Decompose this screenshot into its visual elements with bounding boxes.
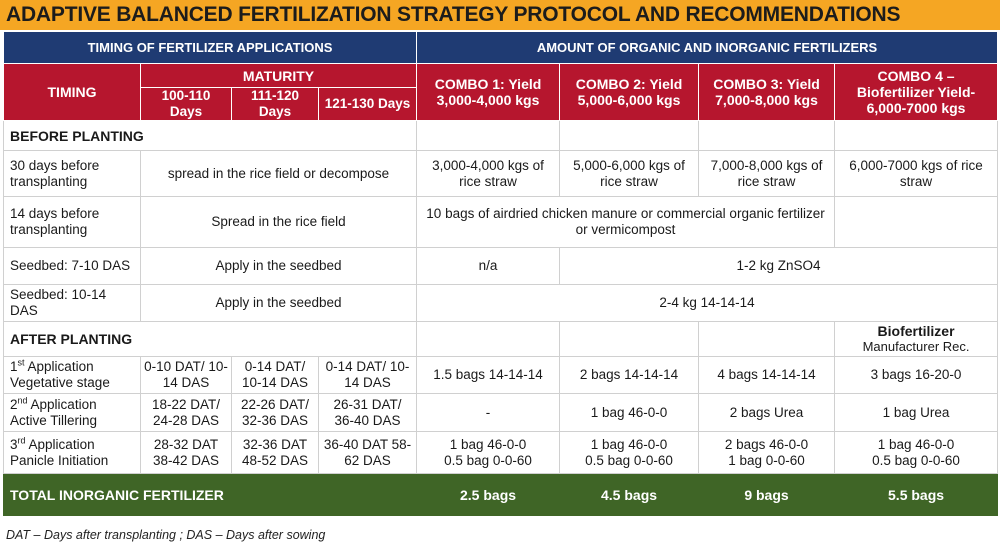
total-row: TOTAL INORGANIC FERTILIZER 2.5 bags 4.5 … [2, 473, 999, 516]
combo-2-header: COMBO 2: Yield 5,000-6,000 kgs [559, 63, 700, 121]
combo-3-cell: 7,000-8,000 kgs of rice straw [698, 150, 836, 197]
table-row: Seedbed: 10-14 DAS Apply in the seedbed … [3, 284, 999, 322]
maturity-col-1: 100-110 Days [140, 87, 232, 121]
maturity-cell: 0-14 DAT/ 10-14 DAS [231, 356, 319, 394]
combo-4-cell: 3 bags 16-20-0 [834, 356, 999, 394]
method-cell: Apply in the seedbed [139, 247, 418, 285]
header-row-2: 100-110 Days 111-120 Days 121-130 Days [4, 87, 998, 121]
application-label: 2nd Application Active Tillering [3, 393, 141, 432]
total-combo-4: 5.5 bags [834, 473, 999, 516]
combo-1-cell: 1 bag 46-0-0 0.5 bag 0-0-60 [416, 431, 561, 474]
table-row: 30 days before transplanting spread in t… [3, 150, 999, 197]
combo-3-cell: 4 bags 14-14-14 [698, 356, 836, 394]
maturity-cell: 0-10 DAT/ 10-14 DAS [140, 356, 232, 394]
combo-4-header: COMBO 4 – Biofertilizer Yield-6,000-7000… [834, 63, 999, 121]
biofertilizer-subtitle: Manufacturer Rec. [862, 339, 970, 354]
biofertilizer-cell: Biofertilizer Manufacturer Rec. [834, 321, 999, 357]
maturity-cell: 28-32 DAT 38-42 DAS [140, 431, 232, 474]
method-cell: Apply in the seedbed [139, 284, 418, 322]
combo-3-cell: 2 bags Urea [698, 393, 836, 432]
timing-group-header: TIMING OF FERTILIZER APPLICATIONS [2, 31, 418, 64]
table-row: 1st Application Vegetative stage 0-10 DAT… [3, 356, 999, 394]
combo-2-cell: 5,000-6,000 kgs of rice straw [559, 150, 700, 197]
maturity-cell: 18-22 DAT/ 24-28 DAS [140, 393, 232, 432]
combo-3-header: COMBO 3: Yield 7,000-8,000 kgs [698, 63, 836, 121]
combo-2-cell: 1 bag 46-0-0 0.5 bag 0-0-60 [559, 431, 700, 474]
after-planting-label: AFTER PLANTING [2, 321, 418, 357]
combo-2-cell: 2 bags 14-14-14 [559, 356, 700, 394]
timing-header: TIMING [3, 63, 141, 121]
combo-1-cell: n/a [416, 247, 561, 285]
section-row: BEFORE PLANTING [2, 120, 999, 151]
combo-1-header: COMBO 1: Yield 3,000-4,000 kgs [416, 63, 561, 121]
application-label: 1st Application Vegetative stage [3, 356, 141, 394]
combo-4-cell: 6,000-7000 kgs of rice straw [834, 150, 999, 197]
maturity-col-3: 121-130 Days [317, 87, 418, 121]
page-title: ADAPTIVE BALANCED FERTILIZATION STRATEGY… [0, 0, 1000, 30]
group-header-row: TIMING OF FERTILIZER APPLICATIONS AMOUNT… [2, 31, 999, 64]
combo-3-cell: 2 bags 46-0-0 1 bag 0-0-60 [698, 431, 836, 474]
total-combo-1: 2.5 bags [416, 473, 561, 516]
combo-4-cell: 1 bag 46-0-0 0.5 bag 0-0-60 [834, 431, 999, 474]
timing-cell: Seedbed: 7-10 DAS [3, 247, 141, 285]
method-cell: Spread in the rice field [139, 196, 418, 248]
footnote: DAT – Days after transplanting ; DAS – D… [6, 528, 326, 542]
table-row: 3rd Application Panicle Initiation 28-32 … [3, 431, 999, 474]
total-combo-2: 4.5 bags [559, 473, 700, 516]
maturity-cell: 36-40 DAT 58-62 DAS [317, 431, 418, 474]
fertilization-table: TIMING OF FERTILIZER APPLICATIONS AMOUNT… [2, 31, 999, 516]
amount-group-header: AMOUNT OF ORGANIC AND INORGANIC FERTILIZ… [416, 31, 999, 64]
timing-cell: Seedbed: 10-14 DAS [3, 284, 141, 322]
timing-cell: 14 days before transplanting [3, 196, 141, 248]
amount-cell: 2-4 kg 14-14-14 [416, 284, 999, 322]
header-row-1: TIMING MATURITY COMBO 1: Yield 3,000-4,0… [3, 63, 999, 121]
application-label: 3rd Application Panicle Initiation [3, 431, 141, 474]
maturity-cell: 22-26 DAT/ 32-36 DAS [231, 393, 319, 432]
amount-cell: 10 bags of airdried chicken manure or co… [416, 196, 836, 248]
combo-1-cell: 3,000-4,000 kgs of rice straw [416, 150, 561, 197]
total-combo-3: 9 bags [698, 473, 836, 516]
table-row: Seedbed: 7-10 DAS Apply in the seedbed n… [3, 247, 999, 285]
maturity-cell: 32-36 DAT 48-52 DAS [231, 431, 319, 474]
combo-4-cell: 1 bag Urea [834, 393, 999, 432]
combo-1-cell: - [416, 393, 561, 432]
empty-cell [834, 196, 999, 248]
method-cell: spread in the rice field or decompose [139, 150, 418, 197]
maturity-cell: 0-14 DAT/ 10-14 DAS [317, 356, 418, 394]
maturity-header: MATURITY [139, 63, 418, 88]
table-row: 14 days before transplanting Spread in t… [3, 196, 999, 248]
table-row: 2nd Application Active Tillering 18-22 DA… [3, 393, 999, 432]
combo-2-cell: 1 bag 46-0-0 [559, 393, 700, 432]
biofertilizer-title: Biofertilizer [877, 323, 955, 339]
timing-cell: 30 days before transplanting [3, 150, 141, 197]
section-row: AFTER PLANTING Biofertilizer Manufacture… [2, 321, 999, 357]
combo-234-cell: 1-2 kg ZnSO4 [559, 247, 999, 285]
maturity-col-2: 111-120 Days [231, 87, 319, 121]
total-label: TOTAL INORGANIC FERTILIZER [2, 473, 418, 516]
combo-1-cell: 1.5 bags 14-14-14 [416, 356, 561, 394]
maturity-cell: 26-31 DAT/ 36-40 DAS [317, 393, 418, 432]
before-planting-label: BEFORE PLANTING [2, 120, 418, 151]
